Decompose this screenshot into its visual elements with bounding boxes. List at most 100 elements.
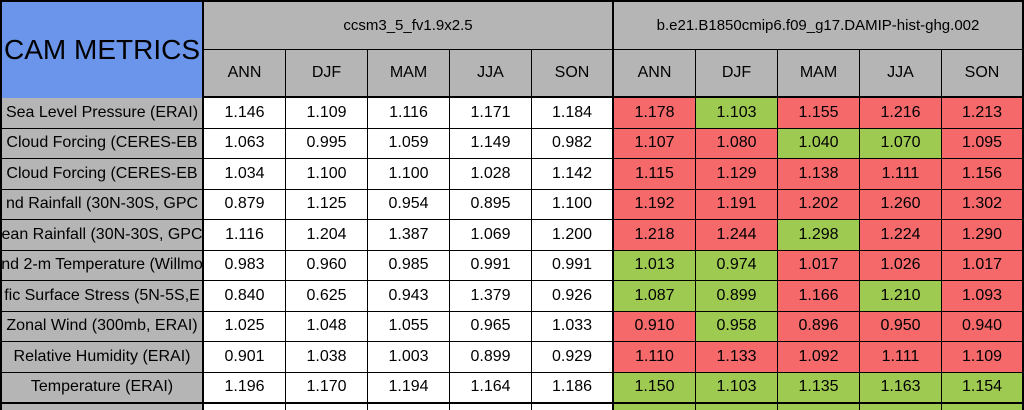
metric-cell: 1.040	[778, 128, 860, 158]
metric-cell: 1.216	[860, 98, 942, 128]
season-header-m2-djf: DJF	[696, 50, 778, 96]
metric-cell: 1.095	[942, 128, 1022, 158]
metric-cell: 1.013	[614, 250, 696, 280]
metric-cell: 0.985	[368, 250, 450, 280]
metric-cell: 0.965	[450, 311, 532, 341]
metric-cell: 1.163	[860, 372, 942, 402]
metric-cell	[860, 404, 942, 410]
metric-cell: 1.034	[204, 159, 286, 189]
metric-cell	[942, 404, 1022, 410]
season-header-m2-jja: JJA	[860, 50, 942, 96]
metric-cell: 1.087	[614, 281, 696, 311]
season-header-m1-son: SON	[532, 50, 614, 96]
table-title: CAM METRICS	[4, 34, 200, 65]
header-columns: ccsm3_5_fv1.9x2.5 b.e21.B1850cmip6.f09_g…	[204, 2, 1022, 98]
metric-cell: 0.879	[204, 189, 286, 219]
table-header: CAM METRICS ccsm3_5_fv1.9x2.5 b.e21.B185…	[2, 2, 1022, 98]
metric-cell: 1.069	[450, 220, 532, 250]
metric-cell: 1.218	[614, 220, 696, 250]
table-row: Relative Humidity (ERAI) 0.901 1.038 1.0…	[2, 342, 1022, 373]
metric-cell: 1.100	[286, 159, 368, 189]
row-label: Zonal Wind (300mb, ERAI)	[2, 311, 204, 341]
metric-cell: 0.929	[532, 342, 614, 372]
metric-cell: 0.896	[778, 311, 860, 341]
metric-cell: 1.026	[860, 250, 942, 280]
metric-cell: 1.100	[532, 189, 614, 219]
table-row: Cloud Forcing (CERES-EB 1.063 0.995 1.05…	[2, 128, 1022, 159]
metric-cell: 1.048	[286, 311, 368, 341]
table-row: Sea Level Pressure (ERAI) 1.146 1.109 1.…	[2, 98, 1022, 129]
metric-cell: 1.038	[286, 342, 368, 372]
metric-cell: 0.974	[696, 250, 778, 280]
metric-cell: 1.111	[860, 159, 942, 189]
metric-cell: 1.196	[204, 372, 286, 402]
metric-cell: 1.133	[696, 342, 778, 372]
metric-cell: 1.191	[696, 189, 778, 219]
season-header-m2-mam: MAM	[778, 50, 860, 96]
metric-cell: 1.164	[450, 372, 532, 402]
table-row: fic Surface Stress (5N-5S,E 0.840 0.625 …	[2, 281, 1022, 312]
table-row: nd 2-m Temperature (Willmo 0.983 0.960 0…	[2, 250, 1022, 281]
metric-cell: 1.055	[368, 311, 450, 341]
metric-cell: 1.110	[614, 342, 696, 372]
metric-cell: 1.298	[778, 220, 860, 250]
metric-cell: 0.991	[532, 250, 614, 280]
season-header-m1-djf: DJF	[286, 50, 368, 96]
metric-cell: 1.103	[696, 372, 778, 402]
season-header-m1-jja: JJA	[450, 50, 532, 96]
row-label: Sea Level Pressure (ERAI)	[2, 98, 204, 128]
metric-cell: 1.025	[204, 311, 286, 341]
metric-cell: 0.926	[532, 281, 614, 311]
metric-cell	[368, 404, 450, 410]
metric-cell: 1.244	[696, 220, 778, 250]
metric-cell: 0.895	[450, 189, 532, 219]
metric-cell: 1.080	[696, 128, 778, 158]
model2-name: b.e21.B1850cmip6.f09_g17.DAMIP-hist-ghg.…	[656, 17, 980, 34]
row-label	[2, 404, 204, 410]
row-label: nd 2-m Temperature (Willmo	[2, 250, 204, 280]
metric-cell: 0.991	[450, 250, 532, 280]
metric-cell: 1.109	[942, 342, 1022, 372]
metric-cell: 1.200	[532, 220, 614, 250]
metric-cell: 1.070	[860, 128, 942, 158]
metric-cell: 1.194	[368, 372, 450, 402]
table-row: Temperature (ERAI) 1.196 1.170 1.194 1.1…	[2, 372, 1022, 403]
metric-cell	[778, 404, 860, 410]
model-name-row: ccsm3_5_fv1.9x2.5 b.e21.B1850cmip6.f09_g…	[204, 2, 1022, 50]
row-label: nd Rainfall (30N-30S, GPC	[2, 189, 204, 219]
metric-cell: 1.156	[942, 159, 1022, 189]
metric-cell: 0.940	[942, 311, 1022, 341]
metric-cell: 1.213	[942, 98, 1022, 128]
metric-cell: 1.146	[204, 98, 286, 128]
model2-name-cell: b.e21.B1850cmip6.f09_g17.DAMIP-hist-ghg.…	[614, 2, 1022, 49]
metric-cell: 0.943	[368, 281, 450, 311]
metric-cell: 1.290	[942, 220, 1022, 250]
metric-cell: 1.017	[942, 250, 1022, 280]
table-title-cell: CAM METRICS	[2, 2, 204, 98]
metric-cell: 1.178	[614, 98, 696, 128]
metric-cell: 0.982	[532, 128, 614, 158]
metric-cell: 0.910	[614, 311, 696, 341]
metric-cell: 0.899	[450, 342, 532, 372]
metric-cell: 1.116	[204, 220, 286, 250]
metric-cell: 0.899	[696, 281, 778, 311]
metric-cell: 1.115	[614, 159, 696, 189]
metric-cell: 0.901	[204, 342, 286, 372]
metric-cell: 1.111	[860, 342, 942, 372]
metric-cell: 1.154	[942, 372, 1022, 402]
metric-cell: 0.950	[860, 311, 942, 341]
metric-cell: 1.125	[286, 189, 368, 219]
metric-cell: 1.135	[778, 372, 860, 402]
metric-cell: 0.954	[368, 189, 450, 219]
metric-cell: 1.103	[696, 98, 778, 128]
metric-cell: 0.840	[204, 281, 286, 311]
metric-cell: 1.093	[942, 281, 1022, 311]
metric-cell: 1.059	[368, 128, 450, 158]
row-label: Relative Humidity (ERAI)	[2, 342, 204, 372]
season-header-row: ANN DJF MAM JJA SON ANN DJF MAM JJA SON	[204, 50, 1022, 98]
metric-cell: 1.184	[532, 98, 614, 128]
metric-cell: 1.017	[778, 250, 860, 280]
metric-cell	[696, 404, 778, 410]
metric-cell: 1.171	[450, 98, 532, 128]
